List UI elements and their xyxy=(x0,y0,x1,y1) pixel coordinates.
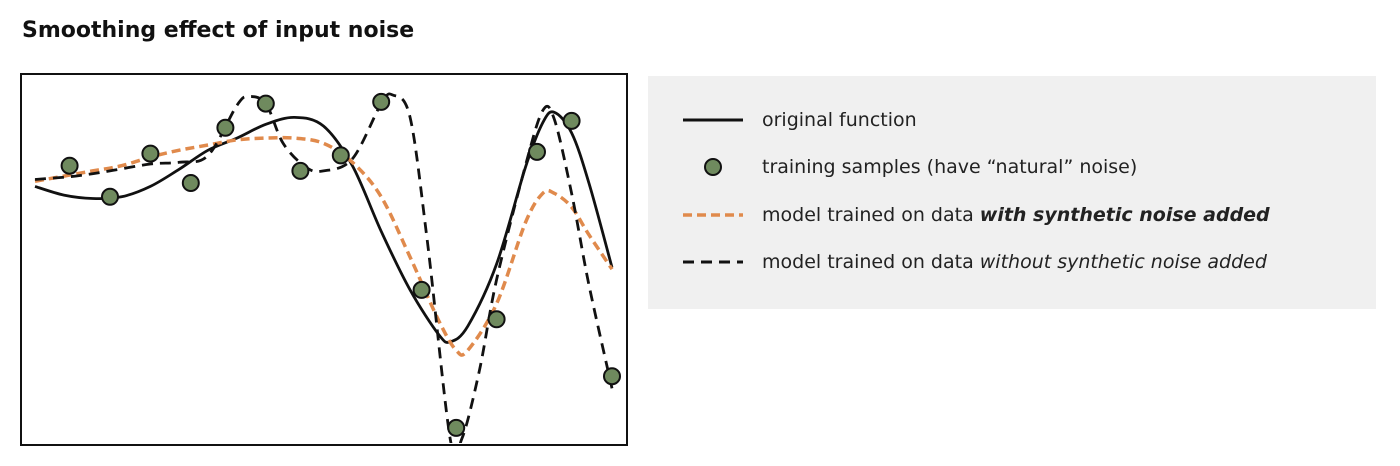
legend-item-with-noise: model trained on data with synthetic noi… xyxy=(678,200,1358,230)
training-sample-point xyxy=(562,111,581,130)
legend-label-emphasis: without synthetic noise added xyxy=(979,251,1267,273)
solid-line-legend-icon xyxy=(683,118,743,122)
chart-svg xyxy=(34,92,621,443)
training-sample-point xyxy=(412,280,431,299)
black-dashed-line-legend-icon xyxy=(683,260,743,264)
legend-item-without-noise: model trained on data without synthetic … xyxy=(678,247,1358,277)
legend-label: original function xyxy=(762,109,917,131)
original-function-line xyxy=(34,110,614,344)
legend-item-original-function: original function xyxy=(678,105,1358,135)
training-sample-point xyxy=(60,156,79,175)
training-sample-point xyxy=(447,418,466,437)
training-sample-point xyxy=(372,92,391,111)
training-sample-point xyxy=(256,94,275,113)
legend-label: training samples (have “natural” noise) xyxy=(762,156,1138,178)
sample-dot-legend-icon xyxy=(704,158,722,176)
training-sample-point xyxy=(141,144,160,163)
training-sample-point xyxy=(331,146,350,165)
training-sample-point xyxy=(487,310,506,329)
training-sample-point xyxy=(603,367,621,386)
chart-title: Smoothing effect of input noise xyxy=(22,18,415,43)
legend-label-emphasis: with synthetic noise added xyxy=(979,204,1270,226)
legend-label: model trained on data xyxy=(762,251,980,273)
training-sample-point xyxy=(528,142,546,161)
training-sample-point xyxy=(101,187,119,206)
legend: original function training samples (have… xyxy=(648,76,1376,309)
plot-area xyxy=(20,73,628,446)
legend-label: model trained on data xyxy=(762,204,980,226)
training-sample-point xyxy=(216,118,235,137)
no-noise-model-line xyxy=(34,92,614,443)
training-sample-point xyxy=(181,174,200,192)
legend-item-training-samples: training samples (have “natural” noise) xyxy=(678,152,1358,182)
training-sample-point xyxy=(291,161,310,180)
orange-dashed-line-legend-icon xyxy=(683,213,743,217)
